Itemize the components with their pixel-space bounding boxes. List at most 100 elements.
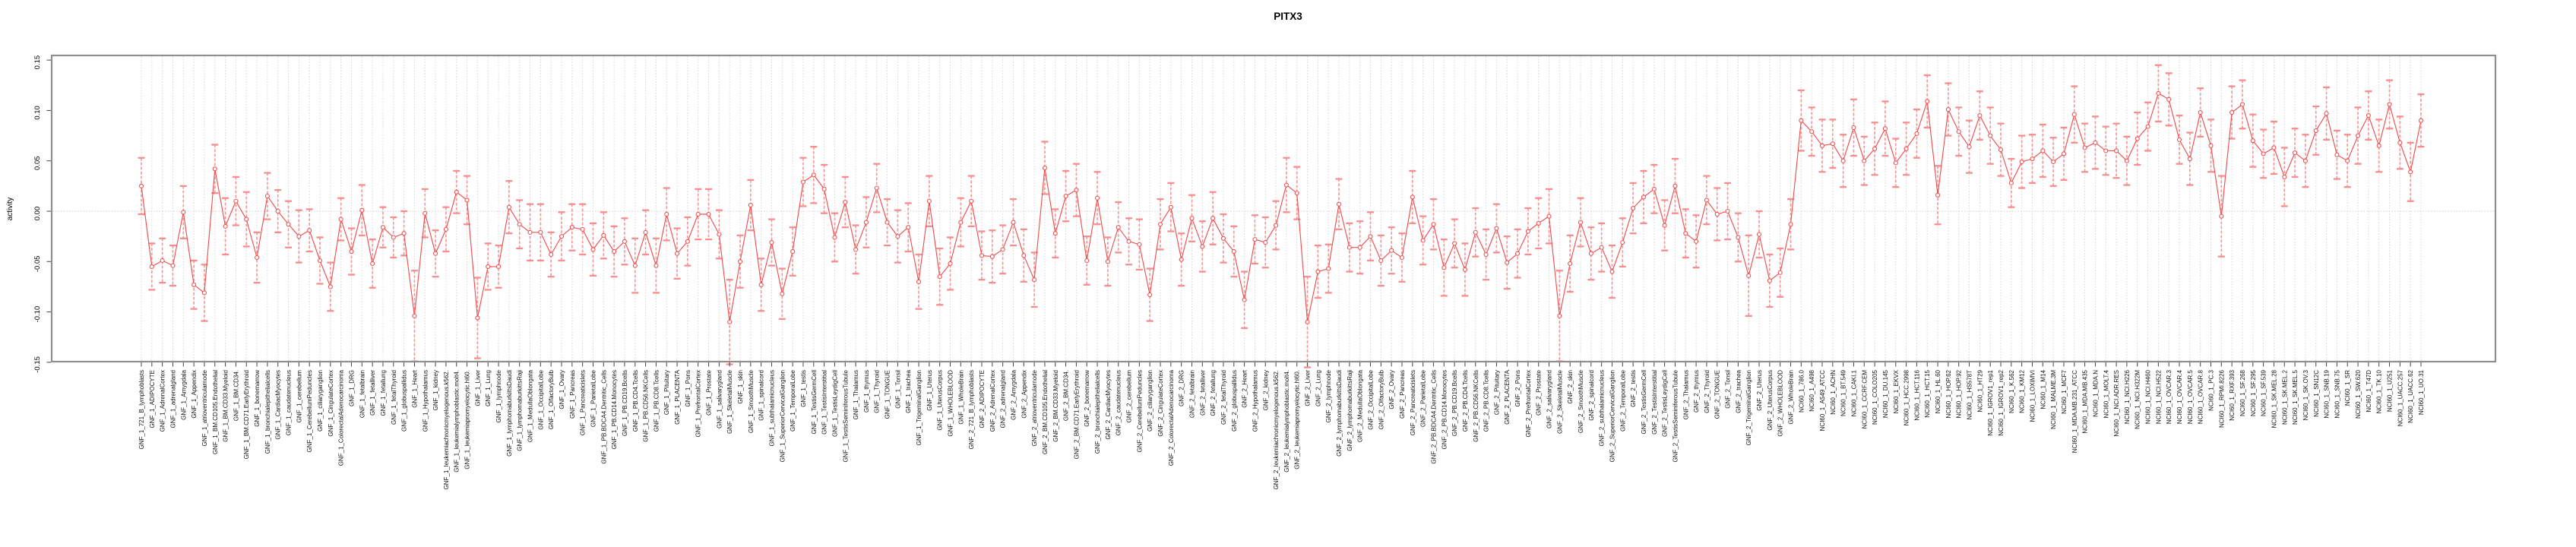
- data-point: [149, 264, 154, 269]
- data-point: [895, 234, 900, 239]
- x-tick-label: NCI60_1_SK.MEL.2: [2281, 369, 2288, 425]
- data-point: [495, 264, 502, 269]
- data-point: [2082, 145, 2087, 150]
- x-tick-label: NCI60_1_KM12: [2019, 369, 2026, 413]
- x-tick-label: GNF_2_MedullaOblongata: [1357, 369, 1364, 442]
- data-point: [2019, 159, 2024, 165]
- x-tick-label: GNF_2_OlfactoryBulb: [1378, 369, 1385, 429]
- x-tick-label: GNF_2_BM.CD71.EarlyErythroid: [1073, 370, 1080, 459]
- x-tick-label: GNF_1_SuperiorCervicalGanglion: [779, 370, 786, 462]
- x-tick-label: GNF_1_MedullaOblongata: [527, 369, 534, 442]
- x-tick-label: GNF_2_Appendix: [1021, 370, 1027, 419]
- data-point: [737, 259, 743, 264]
- data-point: [1210, 216, 1216, 221]
- x-tick-label: GNF_2_leukemiachronicmyelogenous.k562.: [1273, 370, 1280, 489]
- data-point: [2135, 136, 2140, 141]
- y-tick-label: 0.00: [33, 207, 42, 221]
- data-point: [328, 284, 333, 289]
- x-tick-label: NCI60_1_MOLT.4: [2103, 369, 2109, 418]
- data-point: [748, 202, 753, 208]
- x-tick-label: GNF_1_spinalcord: [758, 370, 765, 421]
- data-point: [653, 263, 659, 268]
- x-tick-label: GNF_1_PB.CD4.Tcells: [632, 370, 639, 432]
- data-point: [1662, 223, 1667, 228]
- data-point: [853, 247, 859, 252]
- data-point: [1126, 239, 1131, 244]
- x-tick-label: NCI60_1_HL.60: [1935, 369, 1941, 413]
- x-tick-label: NCI60_1_A498: [1809, 369, 1815, 411]
- data-point: [2387, 102, 2392, 107]
- x-tick-label: GNF_1_globuspallidus: [401, 370, 408, 432]
- data-point: [1157, 222, 1163, 227]
- x-tick-label: GNF_2_subthalamicnucleus: [1599, 370, 1606, 447]
- data-point: [1336, 201, 1342, 207]
- x-tick-label: GNF_1_Thyroid: [874, 370, 881, 413]
- x-tick-label: GNF_1_Uterus: [926, 370, 933, 411]
- data-point: [832, 235, 837, 240]
- data-point: [1347, 245, 1352, 250]
- x-tick-label: GNF_2_TestisSeminiferousTubule: [1672, 369, 1679, 462]
- x-tick-label: NCI60_1_SK.MEL.5: [2292, 369, 2299, 425]
- x-tick-label: GNF_2_bronchialepithelialcells: [1094, 370, 1101, 454]
- x-tick-label: GNF_1_TestisGermCell: [811, 370, 818, 435]
- x-tick-label: GNF_2_Pons: [1514, 370, 1521, 406]
- data-point: [569, 225, 574, 230]
- x-tick-label: GNF_2_globuspallidus: [1231, 370, 1238, 432]
- x-tick-label: GNF_1_thymus: [863, 370, 870, 413]
- data-point: [454, 189, 459, 194]
- data-point: [464, 198, 470, 203]
- data-point: [1904, 146, 1909, 151]
- x-tick-label: GNF_2_UterusCorpus: [1767, 370, 1774, 431]
- data-point: [1746, 273, 1752, 278]
- x-tick-label: GNF_1_PB.CD19.Bcells: [622, 370, 628, 436]
- data-point: [538, 229, 543, 235]
- data-point: [800, 179, 806, 185]
- x-tick-label: GNF_1_Tonsil: [894, 370, 901, 409]
- data-point: [958, 220, 964, 225]
- x-tick-label: GNF_1_fetallung: [380, 370, 387, 416]
- x-tick-label: NCI60_1_NCI.H460: [2145, 369, 2152, 424]
- data-point: [391, 235, 396, 240]
- data-point: [612, 248, 617, 255]
- x-tick-label: GNF_2_BM.CD34.: [1063, 370, 1070, 421]
- data-point: [338, 217, 343, 222]
- x-tick-label: GNF_2_Tonsil: [1725, 370, 1732, 409]
- data-point: [1599, 245, 1604, 250]
- y-tick-label: -0.10: [33, 306, 42, 323]
- x-tick-label: GNF_1_Hypothalamus: [422, 370, 429, 432]
- x-tick-label: GNF_1_PB.CD56.NKCells: [643, 370, 650, 442]
- x-tick-label: GNF_2_fetalThyroid: [1220, 370, 1227, 425]
- x-tick-label: GNF_1_lymphnode: [495, 369, 502, 422]
- x-tick-label: GNF_1_SkeletalMuscle: [726, 369, 733, 434]
- x-tick-label: GNF_2_cerebellum: [1126, 370, 1133, 423]
- x-tick-label: GNF_2_Liver: [1305, 370, 1312, 406]
- data-point: [275, 208, 280, 214]
- x-tick-label: GNF_1_ParietalLobe: [590, 369, 597, 427]
- x-tick-label: GNF_2_leukemialymphoblastic.molt4.: [1283, 370, 1290, 473]
- data-point: [863, 220, 869, 225]
- x-tick-label: NCI60_1_HCT.116: [1913, 369, 1920, 420]
- data-point: [1641, 194, 1647, 200]
- data-point: [1777, 270, 1783, 275]
- data-point: [527, 229, 533, 235]
- data-point: [1882, 126, 1888, 131]
- x-tick-label: NCI60_1_IGROV1_rep1: [1987, 369, 1994, 435]
- x-tick-label: GNF_2_PB.CD19.Bcells: [1451, 370, 1458, 436]
- data-point: [1494, 226, 1499, 231]
- data-point: [1116, 225, 1121, 230]
- x-tick-label: NCI60_1_DU.145: [1882, 369, 1889, 418]
- x-tick-label: GNF_2_ADIPOCYTE: [979, 370, 986, 428]
- x-tick-label: GNF_1_BM.CD105.Endothelial: [212, 370, 219, 454]
- data-point: [160, 258, 165, 264]
- data-point: [916, 279, 922, 284]
- data-point: [1294, 191, 1299, 196]
- x-tick-label: GNF_2_ciliaryganglion: [1147, 370, 1154, 432]
- data-point: [580, 226, 585, 232]
- x-tick-label: GNF_1_Pancreas: [569, 370, 576, 419]
- x-tick-label: GNF_2_Pancreaticislets: [1410, 370, 1416, 435]
- plot-border: [50, 54, 2497, 363]
- data-point: [1515, 251, 1521, 256]
- x-tick-label: GNF_1_testis: [800, 370, 807, 407]
- data-point: [727, 319, 733, 324]
- data-point: [590, 247, 596, 252]
